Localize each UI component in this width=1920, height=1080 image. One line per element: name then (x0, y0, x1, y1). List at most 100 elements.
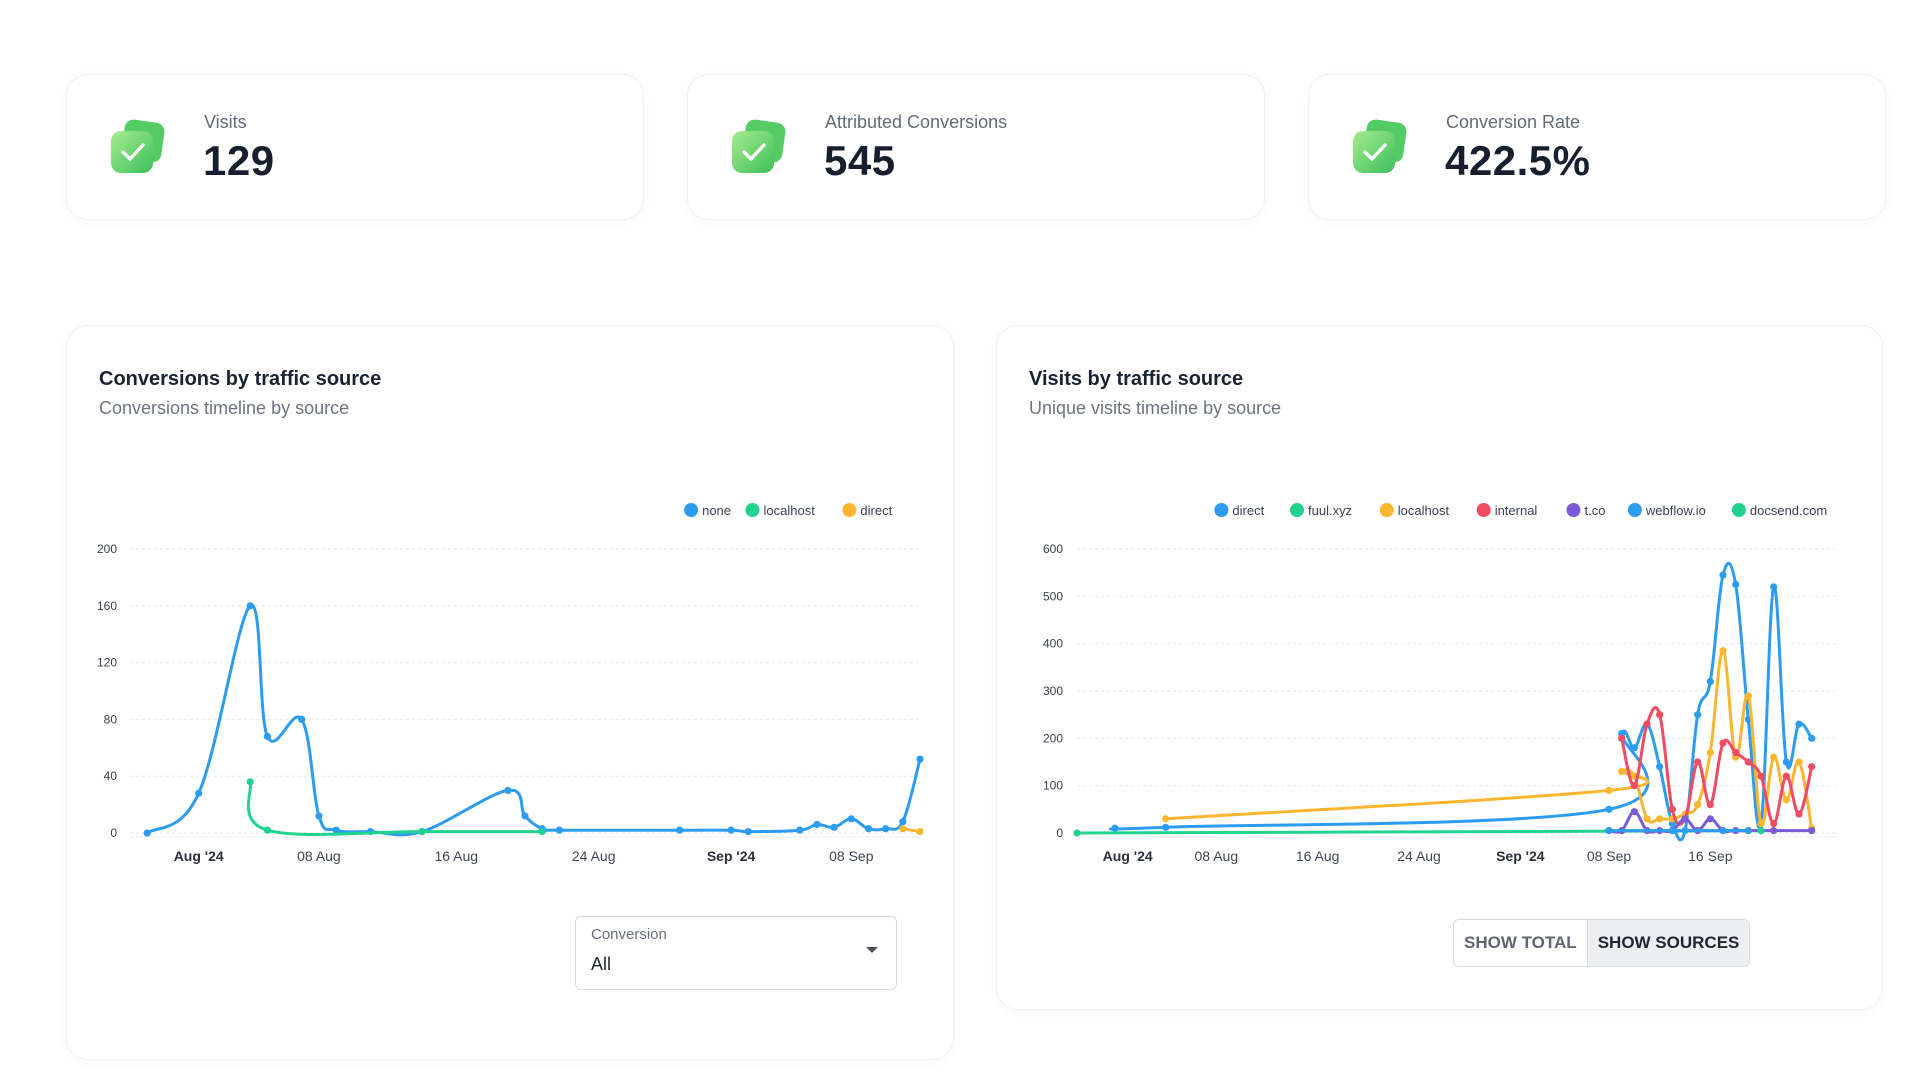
data-point[interactable] (744, 827, 752, 836)
data-point[interactable] (1719, 739, 1727, 747)
data-point[interactable] (263, 826, 271, 834)
data-point[interactable] (1630, 808, 1638, 816)
data-point[interactable] (246, 778, 254, 786)
show-total-button[interactable]: SHOW TOTAL (1454, 920, 1587, 966)
data-point[interactable] (1744, 758, 1752, 766)
x-tick-label: 08 Sep (829, 848, 874, 864)
data-point[interactable] (847, 815, 855, 823)
data-point[interactable] (555, 826, 563, 834)
data-point[interactable] (1706, 801, 1714, 809)
data-point[interactable] (1630, 782, 1638, 790)
data-point[interactable] (1719, 571, 1727, 579)
data-point[interactable] (1808, 734, 1816, 742)
data-point[interactable] (916, 755, 924, 763)
data-point[interactable] (504, 786, 512, 794)
data-point[interactable] (899, 825, 907, 833)
data-point[interactable] (830, 823, 838, 831)
data-point[interactable] (1732, 748, 1740, 757)
data-point[interactable] (864, 825, 873, 833)
legend-item[interactable]: direct (1214, 503, 1265, 518)
data-point[interactable] (1656, 711, 1664, 719)
data-point[interactable] (1706, 677, 1714, 686)
data-point[interactable] (143, 829, 151, 837)
data-point[interactable] (1694, 711, 1702, 719)
show-sources-button[interactable]: SHOW SOURCES (1586, 920, 1750, 966)
legend-item[interactable]: t.co (1566, 503, 1606, 518)
data-point[interactable] (1757, 819, 1765, 828)
data-point[interactable] (1795, 758, 1803, 766)
data-point[interactable] (1706, 748, 1714, 757)
data-point[interactable] (1162, 823, 1170, 831)
data-point[interactable] (1643, 720, 1651, 728)
chart-legend: direct fuul.xyz localhost internal t.co webfl… (1214, 503, 1827, 518)
data-point[interactable] (1770, 827, 1778, 835)
data-point[interactable] (1757, 827, 1765, 835)
series-none (143, 602, 924, 837)
legend-item[interactable]: internal (1476, 503, 1538, 518)
data-point[interactable] (1808, 827, 1816, 835)
data-point[interactable] (1706, 815, 1714, 823)
data-point[interactable] (1782, 796, 1790, 804)
series-direct (1108, 561, 1816, 842)
data-point[interactable] (675, 826, 684, 834)
data-point[interactable] (1656, 815, 1664, 823)
legend-item[interactable]: fuul.xyz (1290, 503, 1352, 518)
data-point[interactable] (1618, 767, 1626, 776)
data-point[interactable] (1782, 758, 1790, 766)
data-point[interactable] (1782, 772, 1790, 780)
data-point[interactable] (195, 789, 203, 797)
data-point[interactable] (1656, 763, 1664, 771)
data-point[interactable] (1719, 827, 1727, 835)
data-point[interactable] (916, 827, 924, 836)
legend-item[interactable]: webflow.io (1627, 503, 1706, 518)
legend-item[interactable]: direct (842, 503, 893, 518)
y-tick-label: 0 (1056, 826, 1063, 840)
legend-item[interactable]: none (684, 503, 731, 518)
data-point[interactable] (315, 812, 323, 820)
data-point[interactable] (1605, 786, 1613, 794)
data-point[interactable] (298, 715, 306, 723)
data-point[interactable] (1770, 819, 1778, 828)
data-point[interactable] (727, 826, 735, 834)
data-point[interactable] (882, 825, 890, 833)
data-point[interactable] (246, 602, 254, 610)
data-point[interactable] (1643, 815, 1651, 823)
data-point[interactable] (1111, 824, 1119, 832)
data-point[interactable] (1668, 827, 1676, 835)
data-point[interactable] (1073, 829, 1081, 837)
data-point[interactable] (1744, 692, 1752, 700)
data-point[interactable] (1605, 805, 1613, 813)
data-point[interactable] (1694, 801, 1702, 809)
data-point[interactable] (1719, 647, 1727, 655)
data-point[interactable] (1732, 580, 1740, 589)
data-point[interactable] (1770, 753, 1778, 761)
data-point[interactable] (813, 820, 821, 829)
data-point[interactable] (1630, 744, 1638, 752)
data-point[interactable] (1162, 815, 1170, 823)
data-point[interactable] (418, 827, 426, 836)
data-point[interactable] (521, 812, 529, 820)
conversion-select[interactable]: Conversion All (575, 916, 897, 990)
data-point[interactable] (332, 826, 340, 834)
data-point[interactable] (1795, 720, 1803, 728)
legend-item[interactable]: localhost (1379, 503, 1450, 518)
data-point[interactable] (1795, 810, 1803, 818)
data-point[interactable] (1668, 805, 1676, 813)
data-point[interactable] (1770, 583, 1778, 591)
data-point[interactable] (1694, 758, 1702, 766)
legend-item[interactable]: localhost (745, 503, 816, 518)
conversion-select-label: Conversion (591, 926, 667, 943)
data-point[interactable] (263, 732, 271, 741)
data-point[interactable] (796, 826, 804, 834)
data-point[interactable] (899, 818, 907, 826)
data-point[interactable] (1618, 734, 1626, 742)
data-point[interactable] (1681, 815, 1689, 823)
data-point[interactable] (538, 827, 546, 836)
data-point[interactable] (1757, 772, 1765, 780)
y-tick-label: 200 (1043, 731, 1063, 745)
data-point[interactable] (1808, 763, 1816, 771)
data-point[interactable] (1605, 827, 1613, 835)
legend-item[interactable]: docsend.com (1731, 503, 1827, 518)
kpi-value: 422.5% (1445, 137, 1591, 184)
data-point[interactable] (1744, 827, 1752, 835)
